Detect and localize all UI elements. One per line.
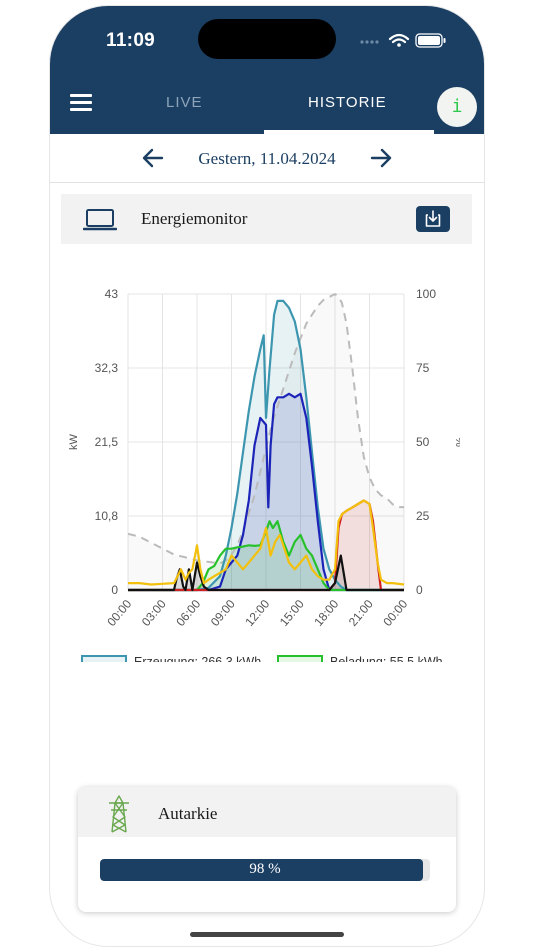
- active-tab-indicator: [264, 130, 434, 134]
- autarkie-title: Autarkie: [158, 804, 218, 823]
- series-line-erzeugung: [128, 299, 404, 592]
- previous-day-arrow-icon[interactable]: [140, 146, 166, 170]
- series-area-beladung: [128, 521, 404, 590]
- wifi-icon: [388, 33, 410, 44]
- dynamic-island: [198, 19, 336, 59]
- battery-icon: [415, 33, 446, 48]
- y-tick-label: 21,5: [95, 435, 119, 449]
- y-tick-label: 43: [105, 287, 119, 301]
- x-tick-label: 18:00: [311, 597, 341, 629]
- x-tick-label: 00:00: [104, 597, 134, 629]
- legend-label: Beladung: 55,5 kWh: [330, 655, 443, 662]
- y-axis-label: kW: [68, 433, 80, 450]
- date-divider: [50, 182, 484, 183]
- x-tick-label: 03:00: [139, 597, 169, 629]
- y2-tick-label: 75: [416, 361, 430, 375]
- status-icons: [360, 33, 446, 48]
- power-tower-icon: [109, 795, 129, 833]
- series-area-entladung: [128, 500, 404, 590]
- series-line-ladezustand: [127, 293, 404, 565]
- legend-swatch: [277, 655, 323, 662]
- app-header: 11:09 LIVE HISTORIE i: [50, 6, 484, 134]
- autarkie-card: Autarkie 98 %: [78, 787, 456, 912]
- autarkie-value: 98 %: [249, 861, 281, 877]
- download-icon: [425, 210, 441, 227]
- laptop-icon: [83, 209, 117, 231]
- cellular-signal-icon: [360, 40, 379, 44]
- y-tick-label: 0: [111, 583, 118, 597]
- menu-icon[interactable]: [70, 94, 92, 111]
- y-tick-label: 32,3: [95, 361, 119, 375]
- autarkie-header: Autarkie: [78, 787, 456, 837]
- phone-screen: 11:09 LIVE HISTORIE i Gester: [50, 6, 484, 946]
- autarkie-progress-fill: [100, 859, 424, 881]
- home-indicator: [190, 932, 344, 937]
- x-tick-label: 12:00: [242, 597, 272, 629]
- status-time: 11:09: [106, 30, 156, 51]
- autarkie-progress-bar: 98 %: [100, 859, 430, 881]
- section-title: Energiemonitor: [141, 209, 248, 228]
- info-button[interactable]: i: [437, 87, 477, 127]
- x-tick-label: 09:00: [208, 597, 238, 629]
- series-area-einspeisung: [128, 393, 404, 590]
- legend-label: Erzeugung: 266,3 kWh: [134, 655, 261, 662]
- x-tick-label: 15:00: [277, 597, 307, 629]
- y2-tick-label: 100: [416, 287, 436, 301]
- energiemonitor-header: Energiemonitor: [61, 194, 472, 244]
- download-button[interactable]: [416, 206, 450, 232]
- series-line-verbrauch: [128, 499, 405, 586]
- y2-tick-label: 50: [416, 435, 430, 449]
- energy-chart: 010,821,532,3430255075100kW%00:0003:0006…: [68, 287, 460, 662]
- y2-tick-label: 25: [416, 509, 430, 523]
- legend-item-beladung: Beladung: 55,5 kWh: [277, 655, 443, 662]
- x-tick-label: 21:00: [346, 597, 376, 629]
- date-label: Gestern, 11.04.2024: [198, 149, 336, 168]
- y2-axis-label: %: [453, 437, 460, 447]
- x-tick-label: 06:00: [173, 597, 203, 629]
- x-tick-label: 00:00: [380, 597, 410, 629]
- y-tick-label: 10,8: [95, 509, 119, 523]
- legend-item-erzeugung: Erzeugung: 266,3 kWh: [81, 655, 261, 662]
- y2-tick-label: 0: [416, 583, 423, 597]
- next-day-arrow-icon[interactable]: [368, 146, 394, 170]
- date-navigation: Gestern, 11.04.2024: [50, 134, 484, 184]
- tab-historie[interactable]: HISTORIE: [308, 94, 387, 111]
- series-line-einspeisung: [128, 392, 404, 592]
- series-area-ladezustand: [128, 294, 404, 590]
- legend-swatch: [81, 655, 127, 662]
- tab-live[interactable]: LIVE: [166, 94, 203, 111]
